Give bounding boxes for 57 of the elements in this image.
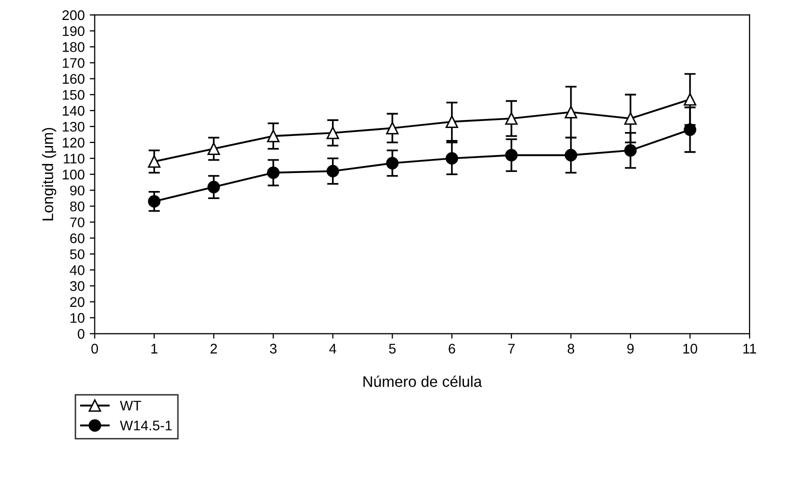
x-tick-label: 8 [568,344,574,354]
point [684,93,696,106]
x-tick-label: 2 [210,344,217,354]
point [684,123,696,136]
legend-label: W14.5-1 [120,420,172,430]
y-tick-label: 120 [62,138,84,148]
x-tick-label: 9 [627,344,634,354]
y-tick-label: 50 [70,249,84,260]
y-tick-label: 170 [62,58,84,68]
y-tick-label: 10 [70,313,84,323]
x-tick-label: 10 [683,344,698,354]
point [267,130,280,142]
y-tick-label: 200 [62,10,84,20]
point [446,115,458,128]
y-tick-label: 140 [62,106,84,116]
x-tick-label: 0 [91,344,98,354]
y-tick-label: 100 [62,170,84,180]
point [386,156,399,170]
y-tick-label: 70 [70,217,84,228]
point [624,112,637,125]
point [148,155,160,168]
x-tick-label: 11 [743,344,756,354]
x-tick-label: 5 [389,344,396,354]
y-tick-label: 190 [62,26,84,36]
y-tick-label: 40 [70,265,84,276]
point [207,180,220,194]
point [148,195,160,208]
point [624,144,637,157]
point [386,122,399,134]
y-tick-label: 130 [62,122,84,132]
x-tick-label: 4 [329,344,336,354]
point [505,112,518,125]
point [207,142,220,156]
y-axis-title: Longitud (μm) [42,128,56,220]
y-tick-label: 60 [70,233,84,244]
point [446,152,458,165]
x-axis-title: Número de célula [364,376,482,387]
y-tick-label: 90 [70,186,84,196]
y-tick-label: 160 [62,74,84,84]
x-tick-label: 1 [151,344,158,354]
y-tick-label: 150 [62,90,84,100]
y-tick-label: 180 [62,42,84,52]
legend-label: WT [120,400,142,410]
x-tick-label: 3 [270,344,277,354]
point [326,126,340,140]
y-tick-label: 110 [64,154,84,164]
point [326,164,340,178]
y-tick-label: 80 [70,202,84,212]
x-tick-label: 6 [448,344,456,354]
y-tick-label: 30 [70,281,84,292]
point [564,148,578,162]
point [267,166,280,179]
y-tick-label: 0 [78,328,84,339]
y-tick-label: 20 [70,297,84,307]
point [505,148,518,162]
x-tick-label: 7 [508,344,515,354]
point [564,106,578,118]
